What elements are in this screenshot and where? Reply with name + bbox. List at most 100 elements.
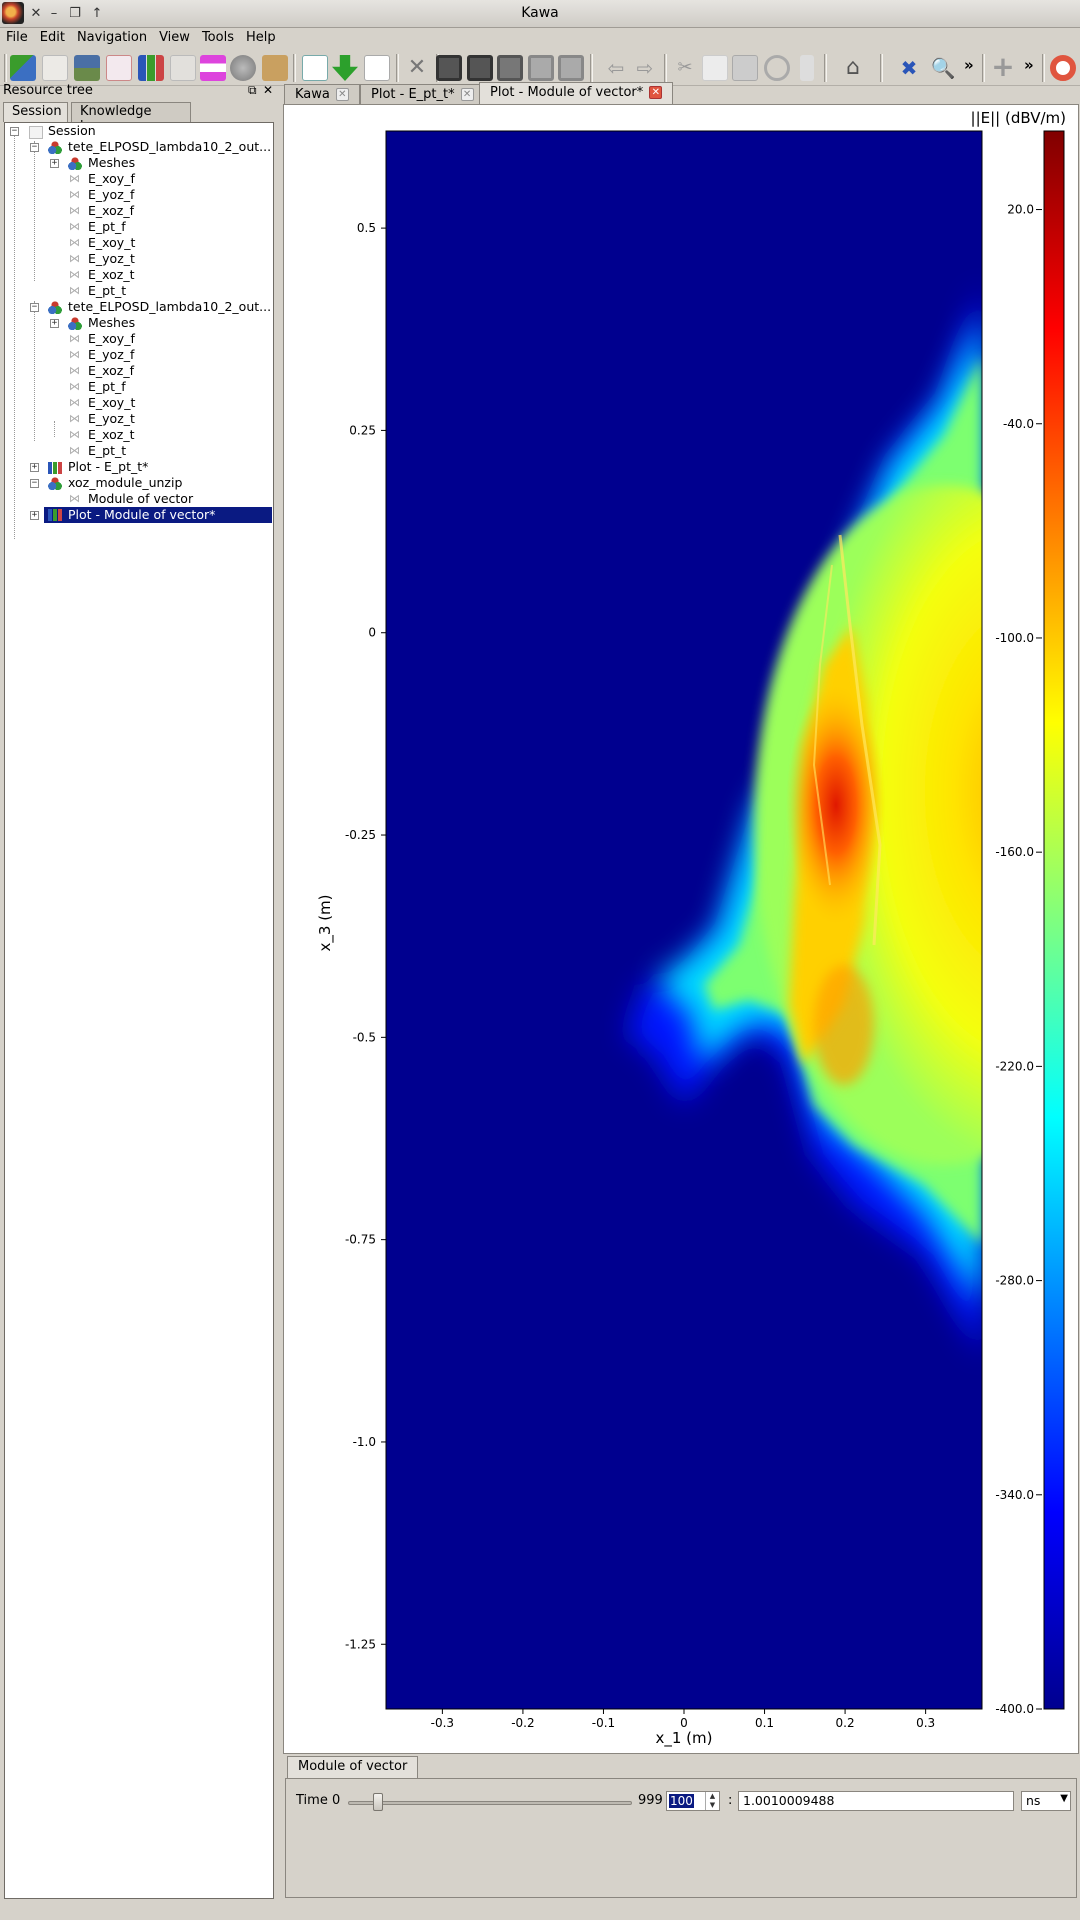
slider-max-label: 999 (638, 1793, 663, 1808)
tree-item-field[interactable]: E_xoz_f (88, 363, 135, 378)
tab-knowledge-base[interactable]: Knowledge base (71, 102, 191, 134)
time-slider-handle[interactable] (373, 1793, 383, 1811)
menu-edit[interactable]: Edit (39, 30, 65, 45)
menu-file[interactable]: File (6, 30, 28, 45)
expand-toggle[interactable]: + (50, 318, 59, 328)
new-document-icon[interactable] (302, 55, 328, 81)
tab-plot-e-pt-t[interactable]: Plot - E_pt_t* ✕ (360, 84, 485, 106)
restore-window-icon[interactable]: ❐ (69, 6, 81, 21)
home-icon[interactable]: ⌂ (846, 55, 860, 80)
tree-item-field[interactable]: E_xoz_f (88, 203, 135, 218)
undock-icon[interactable]: ⧉ (248, 83, 257, 97)
tree-item-plot[interactable]: Plot - E_pt_t* (68, 459, 149, 474)
app-logo-icon[interactable] (2, 2, 24, 24)
menu-tools[interactable]: Tools (201, 30, 234, 45)
tree-item-field[interactable]: E_yoz_t (88, 251, 135, 266)
tree-item-field[interactable]: E_xoy_f (88, 171, 135, 186)
menu-help[interactable]: Help (245, 30, 276, 45)
time-value-field[interactable]: 1.0010009488 (738, 1791, 1014, 1811)
save-all-icon[interactable] (497, 55, 523, 81)
save-as-icon[interactable] (467, 55, 493, 81)
tree-item-field[interactable]: E_yoz_t (88, 411, 135, 426)
add-data-icon[interactable] (10, 55, 36, 81)
download-arrow-icon[interactable] (332, 55, 358, 81)
tree-item-xoz-module[interactable]: xoz_module_unzip (68, 475, 183, 490)
tools-icon[interactable]: ✖ (900, 56, 918, 80)
document-d-icon[interactable] (364, 55, 390, 81)
tree-item-field[interactable]: E_pt_t (88, 443, 127, 458)
tab-kawa[interactable]: Kawa ✕ (284, 84, 360, 106)
close-dock-icon[interactable]: ✕ (263, 83, 274, 97)
tree-item-module-of-vector[interactable]: Module of vector (88, 491, 194, 506)
time-slider-track[interactable] (348, 1801, 632, 1805)
heatmap-plot[interactable]: -0.3 -0.2 -0.1 0 0.1 0.2 0.3 0.5 0.25 0 -0.25 -0.5… (284, 105, 1078, 1753)
expand-toggle[interactable]: + (50, 158, 59, 168)
menu-view[interactable]: View (159, 30, 190, 45)
field-icon: ⋈ (69, 204, 80, 217)
search-zoom-icon[interactable]: 🔍 (930, 56, 956, 80)
save-icon[interactable] (436, 55, 462, 81)
toolbar-separator (880, 54, 883, 82)
minimize-window-icon[interactable]: – (50, 6, 58, 21)
tree-item-field[interactable]: E_yoz_f (88, 347, 135, 362)
tree-item-field[interactable]: E_pt_f (88, 379, 126, 394)
bar-chart-icon[interactable] (138, 55, 164, 81)
expand-toggle[interactable]: − (30, 478, 39, 488)
tree-item-field[interactable]: E_xoy_t (88, 235, 136, 250)
tree-item-meshes[interactable]: Meshes (88, 155, 136, 170)
tree-item-field[interactable]: E_pt_t (88, 283, 127, 298)
column-icon[interactable] (800, 55, 814, 81)
package-icon[interactable] (262, 55, 288, 81)
tree-item-dataset[interactable]: tete_ELPOSD_lambda10_2_out... (68, 299, 272, 314)
tree-item-field[interactable]: E_pt_f (88, 219, 126, 234)
table-icon[interactable] (200, 55, 226, 81)
tree-item-field[interactable]: E_yoz_f (88, 187, 135, 202)
close-window-icon[interactable]: ✕ (30, 6, 42, 21)
image-icon[interactable] (74, 55, 100, 81)
tab-module-of-vector[interactable]: Module of vector (287, 1756, 419, 1778)
tab-plot-module-of-vector[interactable]: Plot - Module of vector* ✕ (479, 82, 674, 106)
tree-item-field[interactable]: E_xoy_f (88, 331, 135, 346)
tab-session[interactable]: Session (3, 102, 68, 122)
tree-item-meshes[interactable]: Meshes (88, 315, 136, 330)
expand-toggle[interactable]: − (10, 126, 19, 136)
spin-arrows-icon[interactable]: ▲ ▼ (705, 1792, 719, 1810)
expand-toggle[interactable]: − (30, 142, 39, 152)
copy-icon[interactable] (702, 55, 728, 81)
redo-icon[interactable]: ⇨ (636, 56, 654, 80)
toolbar-separator (664, 54, 667, 82)
undo-icon[interactable]: ⇦ (607, 56, 625, 80)
step-value[interactable]: 100 (669, 1794, 694, 1808)
tree-item-field[interactable]: E_xoy_t (88, 395, 136, 410)
tree-item-field[interactable]: E_xoz_t (88, 267, 135, 282)
delete-x-icon[interactable]: ✕ (407, 55, 427, 80)
toolbar-overflow-icon[interactable]: » (1024, 56, 1034, 74)
document-icon[interactable] (42, 55, 68, 81)
file-icon[interactable] (170, 55, 196, 81)
tree-item-plot-selected[interactable]: Plot - Module of vector* (68, 507, 216, 523)
step-spinbox[interactable]: 100 ▲ ▼ (666, 1791, 720, 1811)
pdf-icon[interactable] (106, 55, 132, 81)
tree-item-dataset[interactable]: tete_ELPOSD_lambda10_2_out... (68, 139, 272, 154)
unit-select[interactable]: ns ▼ (1021, 1791, 1071, 1811)
close-tab-icon[interactable]: ✕ (649, 86, 663, 99)
shade-window-icon[interactable]: ↑ (91, 6, 103, 21)
plus-icon[interactable]: + (991, 50, 1015, 83)
tree-item-field[interactable]: E_xoz_t (88, 427, 135, 442)
forbidden-icon[interactable] (764, 55, 790, 81)
expand-toggle[interactable]: + (30, 510, 39, 520)
x-tick-label: -0.1 (592, 1716, 615, 1730)
cut-icon[interactable]: ✂ (677, 57, 693, 78)
help-lifebuoy-icon[interactable] (1050, 55, 1076, 81)
expand-toggle[interactable]: − (30, 302, 39, 312)
close-tab-icon[interactable]: ✕ (335, 88, 349, 101)
expand-toggle[interactable]: + (30, 462, 39, 472)
colorbar-tick-label: -280.0 (995, 1274, 1034, 1288)
close-tab-icon[interactable]: ✕ (460, 88, 474, 101)
database-icon[interactable] (230, 55, 256, 81)
tree-root-session[interactable]: Session (48, 123, 96, 138)
toolbar-overflow-icon[interactable]: » (964, 56, 974, 74)
paste-icon[interactable] (732, 55, 758, 81)
chevron-down-icon[interactable]: ▼ (1060, 1793, 1068, 1804)
menu-navigation[interactable]: Navigation (76, 30, 148, 45)
